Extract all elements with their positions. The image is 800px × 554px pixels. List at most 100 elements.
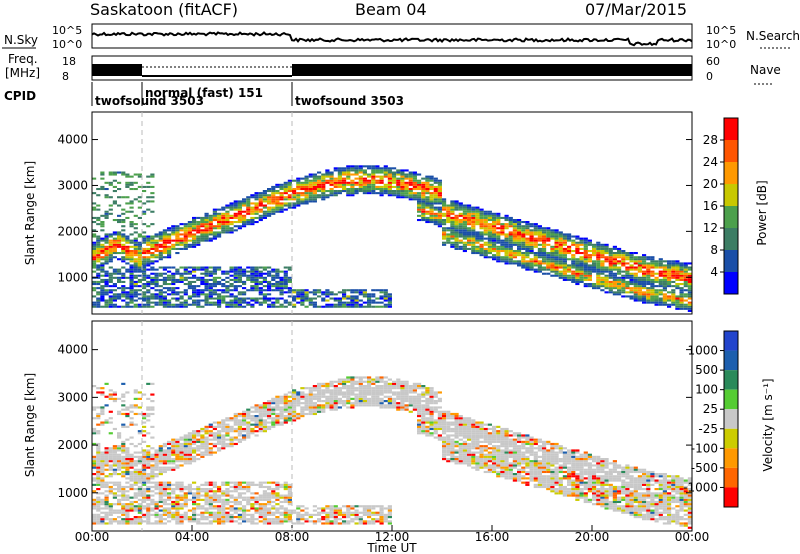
- heatmap-cell: [321, 291, 326, 294]
- heatmap-cell: [117, 511, 122, 514]
- heatmap-cell: [258, 198, 263, 201]
- heatmap-cell: [271, 481, 276, 484]
- heatmap-cell: [367, 513, 372, 516]
- heatmap-cell: [225, 503, 230, 506]
- heatmap-cell: [146, 181, 151, 184]
- heatmap-cell: [217, 436, 222, 439]
- heatmap-cell: [312, 389, 317, 392]
- heatmap-cell: [508, 245, 513, 248]
- heatmap-cell: [175, 494, 180, 497]
- heatmap-cell: [258, 503, 263, 506]
- heatmap-cell: [525, 229, 530, 232]
- heatmap-cell: [633, 268, 638, 271]
- heatmap-cell: [442, 200, 447, 203]
- heatmap-cell: [254, 498, 259, 501]
- heatmap-cell: [629, 252, 634, 255]
- heatmap-cell: [262, 423, 267, 426]
- heatmap-cell: [312, 200, 317, 203]
- heatmap-cell: [192, 442, 197, 446]
- heatmap-cell: [350, 299, 355, 302]
- heatmap-cell: [437, 206, 442, 209]
- heatmap-cell: [475, 216, 480, 219]
- heatmap-cell: [304, 507, 309, 510]
- heatmap-cell: [179, 297, 184, 300]
- heatmap-cell: [212, 216, 217, 219]
- heatmap-cell: [92, 221, 97, 224]
- heatmap-cell: [650, 270, 655, 273]
- heatmap-cell: [637, 266, 642, 269]
- heatmap-cell: [117, 221, 122, 224]
- heatmap-cell: [396, 185, 401, 188]
- heatmap-cell: [92, 473, 97, 476]
- heatmap-cell: [317, 389, 322, 392]
- heatmap-cell: [233, 200, 238, 203]
- heatmap-cell: [208, 453, 213, 456]
- heatmap-cell: [596, 250, 601, 253]
- heatmap-cell: [375, 171, 380, 174]
- heatmap-cell: [567, 237, 572, 240]
- heatmap-cell: [262, 505, 267, 508]
- heatmap-cell: [350, 188, 355, 191]
- heatmap-cell: [425, 221, 430, 224]
- heatmap-cell: [112, 190, 117, 193]
- heatmap-cell: [383, 165, 388, 168]
- heatmap-cell: [92, 252, 97, 255]
- heatmap-cell: [121, 395, 126, 398]
- heatmap-cell: [204, 301, 209, 304]
- heatmap-cell: [254, 206, 259, 209]
- heatmap-cell: [108, 475, 113, 478]
- heatmap-cell: [237, 488, 242, 491]
- heatmap-cell: [458, 233, 463, 236]
- heatmap-cell: [537, 266, 542, 269]
- heatmap-cell: [100, 479, 105, 482]
- heatmap-cell: [104, 483, 109, 486]
- heatmap-cell: [296, 516, 301, 519]
- heatmap-cell: [225, 445, 230, 448]
- heatmap-cell: [346, 295, 351, 298]
- heatmap-cell: [637, 276, 642, 279]
- heatmap-cell: [179, 436, 184, 439]
- heatmap-cell: [237, 268, 242, 271]
- heatmap-cell: [250, 415, 255, 418]
- heatmap-cell: [379, 175, 384, 178]
- heatmap-cell: [137, 488, 142, 491]
- heatmap-cell: [167, 301, 172, 304]
- heatmap-cell: [121, 511, 126, 514]
- heatmap-cell: [267, 272, 272, 275]
- heatmap-cell: [337, 291, 342, 294]
- heatmap-cell: [300, 516, 305, 519]
- heatmap-cell: [325, 522, 330, 525]
- heatmap-cell: [496, 212, 501, 215]
- heatmap-cell: [121, 237, 126, 240]
- heatmap-cell: [108, 173, 113, 176]
- heatmap-cell: [92, 208, 97, 211]
- heatmap-cell: [162, 488, 167, 491]
- heatmap-cell: [233, 270, 238, 273]
- heatmap-cell: [287, 268, 292, 271]
- heatmap-cell: [387, 167, 392, 170]
- heatmap-cell: [258, 498, 263, 501]
- heatmap-cell: [579, 276, 584, 279]
- heatmap-cell: [283, 278, 288, 281]
- heatmap-cell: [129, 297, 134, 300]
- heatmap-cell: [225, 221, 230, 224]
- heatmap-cell: [446, 239, 451, 242]
- heatmap-cell: [442, 204, 447, 207]
- heatmap-cell: [133, 237, 138, 240]
- heatmap-cell: [321, 406, 326, 409]
- heatmap-cell: [654, 297, 659, 300]
- heatmap-cell: [104, 462, 109, 465]
- heatmap-cell: [358, 167, 363, 170]
- heatmap-cell: [183, 455, 188, 458]
- heatmap-cell: [425, 188, 430, 191]
- heatmap-cell: [133, 473, 138, 476]
- heatmap-cell: [371, 169, 376, 172]
- heatmap-cell: [104, 241, 109, 244]
- heatmap-cell: [533, 260, 538, 263]
- heatmap-cell: [100, 305, 105, 308]
- heatmap-cell: [275, 509, 280, 512]
- heatmap-cell: [117, 458, 122, 461]
- heatmap-cell: [221, 436, 226, 439]
- heatmap-cell: [212, 500, 217, 504]
- heatmap-cell: [133, 305, 138, 308]
